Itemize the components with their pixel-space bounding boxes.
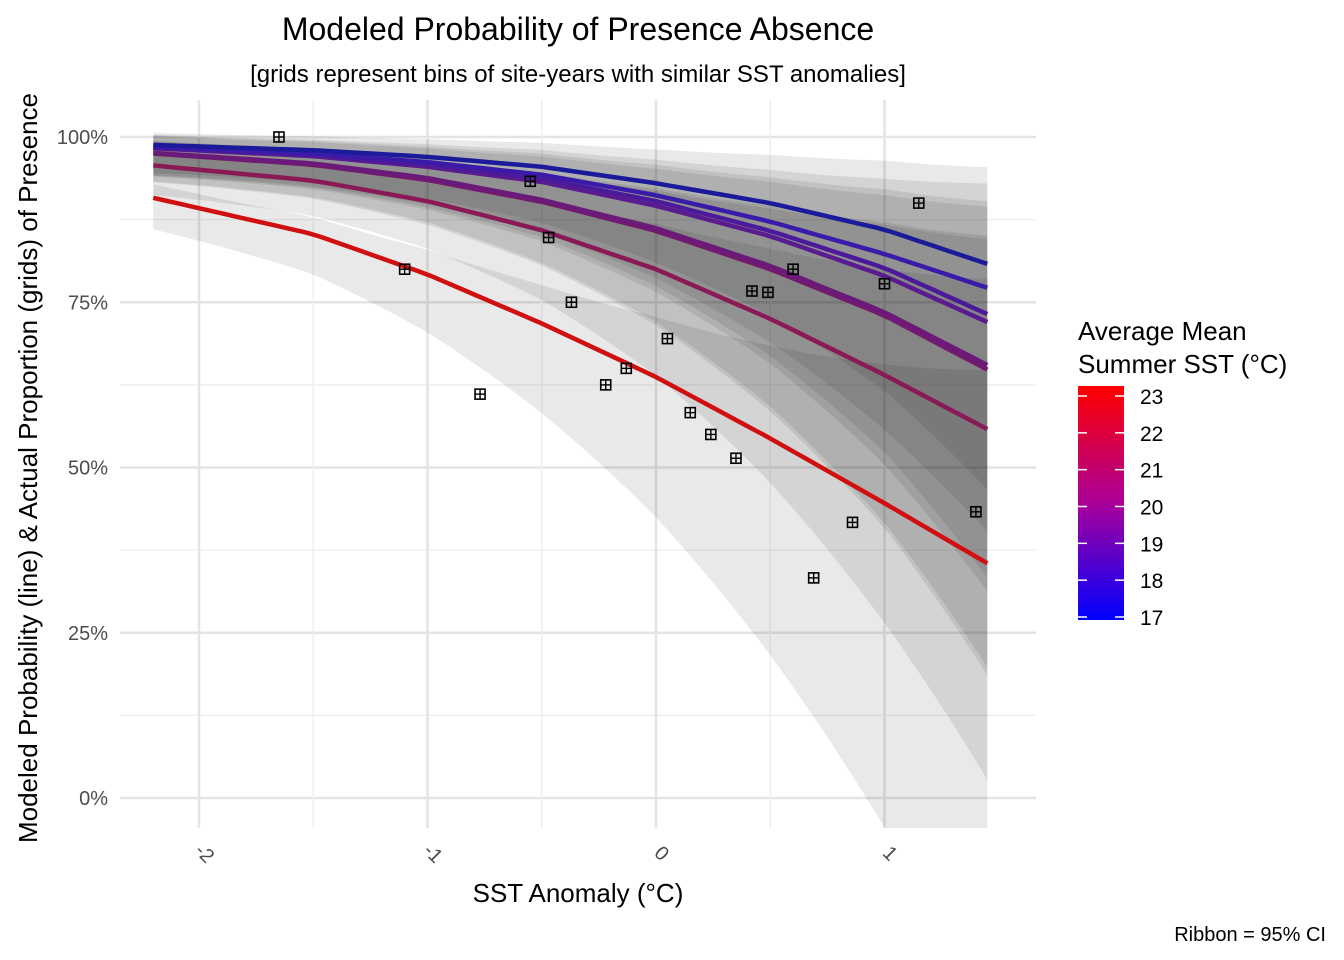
- legend: Average Mean Summer SST (°C) 23 22 21 20 19 1…: [1078, 316, 1287, 630]
- observed-grid-points: [273, 131, 982, 584]
- chart-subtitle: [grids represent bins of site-years with…: [250, 61, 906, 88]
- legend-tick-label: 18: [1140, 570, 1163, 593]
- observed-grid-point: [524, 175, 537, 188]
- ci-ribbon: [153, 135, 988, 578]
- observed-grid-point: [565, 296, 578, 309]
- x-axis: -2 -1 0 1: [190, 840, 901, 868]
- observed-grid-point: [273, 131, 285, 143]
- y-axis: 0% 25% 50% 75% 100%: [57, 127, 108, 810]
- y-axis-label: Modeled Probability (line) & Actual Prop…: [13, 93, 43, 843]
- series-line: [153, 163, 989, 432]
- legend-tick-label: 19: [1140, 533, 1163, 556]
- x-tick-label: -1: [419, 840, 447, 868]
- y-tick-label: 50%: [68, 458, 108, 480]
- observed-grid-point: [599, 379, 612, 391]
- confidence-ribbons: [153, 132, 988, 828]
- y-tick-label: 100%: [57, 127, 108, 149]
- x-tick-label: 0: [650, 842, 673, 865]
- legend-tick-label: 17: [1140, 607, 1163, 630]
- ci-ribbon: [153, 152, 988, 780]
- y-tick-label: 25%: [68, 623, 108, 645]
- observed-grid-point: [705, 428, 717, 441]
- panel-grid: [120, 100, 1036, 828]
- observed-grid-point: [912, 197, 925, 209]
- observed-grid-point: [787, 263, 799, 276]
- observed-grid-point: [620, 362, 633, 375]
- observed-grid-point: [746, 285, 758, 297]
- ci-ribbon: [153, 184, 988, 828]
- series-line: [153, 142, 989, 267]
- observed-grid-point: [474, 388, 486, 400]
- observed-grid-point: [542, 231, 555, 244]
- legend-tick-label: 22: [1140, 423, 1163, 446]
- observed-grid-point: [684, 406, 697, 419]
- x-tick-label: -2: [190, 840, 218, 868]
- legend-tick-label: 20: [1140, 497, 1163, 520]
- series-line: [153, 150, 989, 368]
- x-axis-label: SST Anomaly (°C): [473, 878, 684, 908]
- legend-title-line1: Average Mean: [1078, 316, 1247, 346]
- legend-title-line2: Summer SST (°C): [1078, 349, 1287, 379]
- x-tick-label: 1: [878, 842, 901, 865]
- observed-grid-point: [730, 452, 742, 465]
- series-line: [153, 144, 988, 290]
- observed-grid-point: [846, 516, 859, 529]
- observed-grid-point: [807, 572, 820, 584]
- observed-grid-point: [970, 505, 982, 518]
- observed-grid-point: [878, 277, 891, 290]
- series-line: [152, 195, 989, 566]
- ci-ribbon: [153, 136, 988, 592]
- legend-colorbar: [1078, 386, 1124, 620]
- y-tick-label: 0%: [79, 788, 108, 810]
- observed-grid-point: [661, 332, 674, 345]
- y-tick-label: 75%: [68, 292, 108, 314]
- caption: Ribbon = 95% CI: [1174, 924, 1326, 946]
- chart-title: Modeled Probability of Presence Absence: [282, 11, 874, 47]
- series-lines: [152, 142, 989, 566]
- observed-grid-point: [398, 263, 411, 276]
- observed-grid-point: [762, 286, 774, 299]
- legend-tick-label: 21: [1140, 460, 1163, 483]
- legend-tick-label: 23: [1140, 386, 1163, 409]
